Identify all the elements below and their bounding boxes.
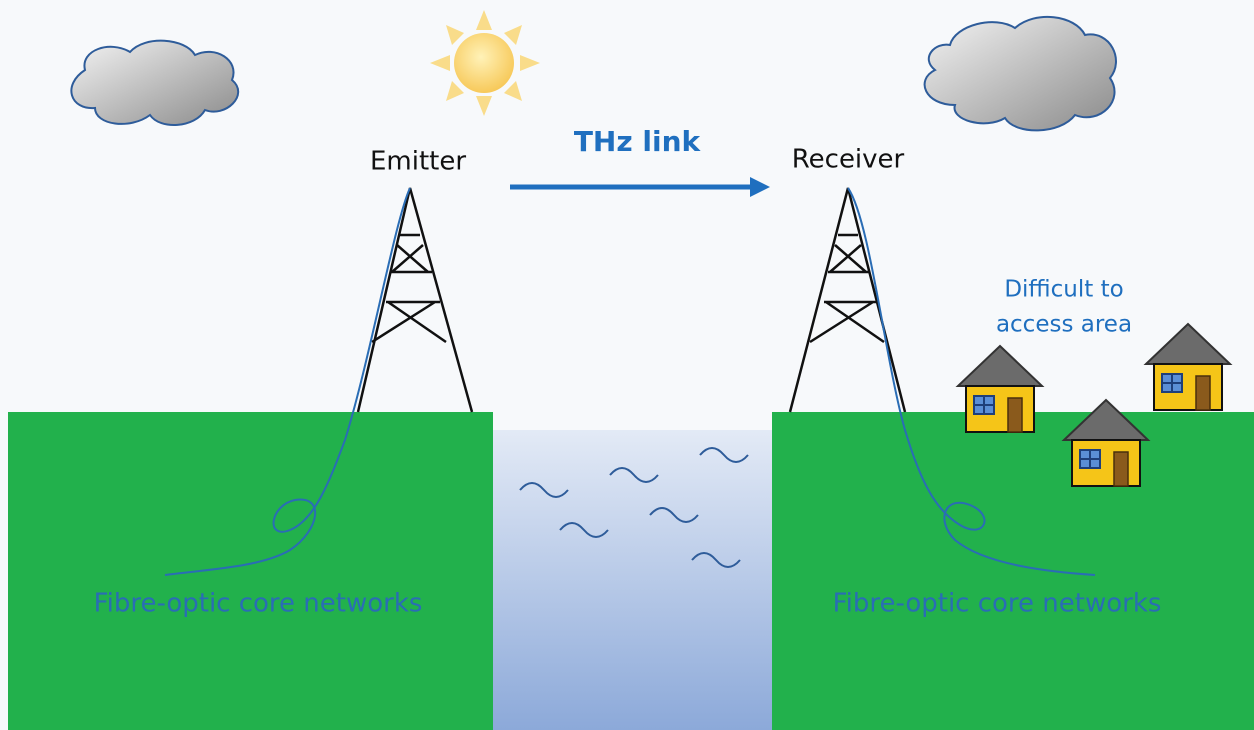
ground: [8, 412, 493, 730]
cloud: [71, 41, 238, 125]
receiver-label: Receiver: [792, 145, 905, 175]
fibre-label: Fibre-optic core networks: [833, 589, 1162, 619]
fibre-label: Fibre-optic core networks: [94, 589, 423, 619]
ground: [772, 412, 1254, 730]
page: Emitter THz link Receiver Difficult to a…: [0, 0, 1254, 730]
water: [493, 430, 772, 730]
area-label: access area: [996, 312, 1132, 338]
area-label: Difficult to: [1004, 277, 1123, 303]
link-label: THz link: [574, 125, 702, 158]
emitter-label: Emitter: [370, 147, 466, 177]
diagram: Emitter THz link Receiver Difficult to a…: [0, 0, 1254, 730]
